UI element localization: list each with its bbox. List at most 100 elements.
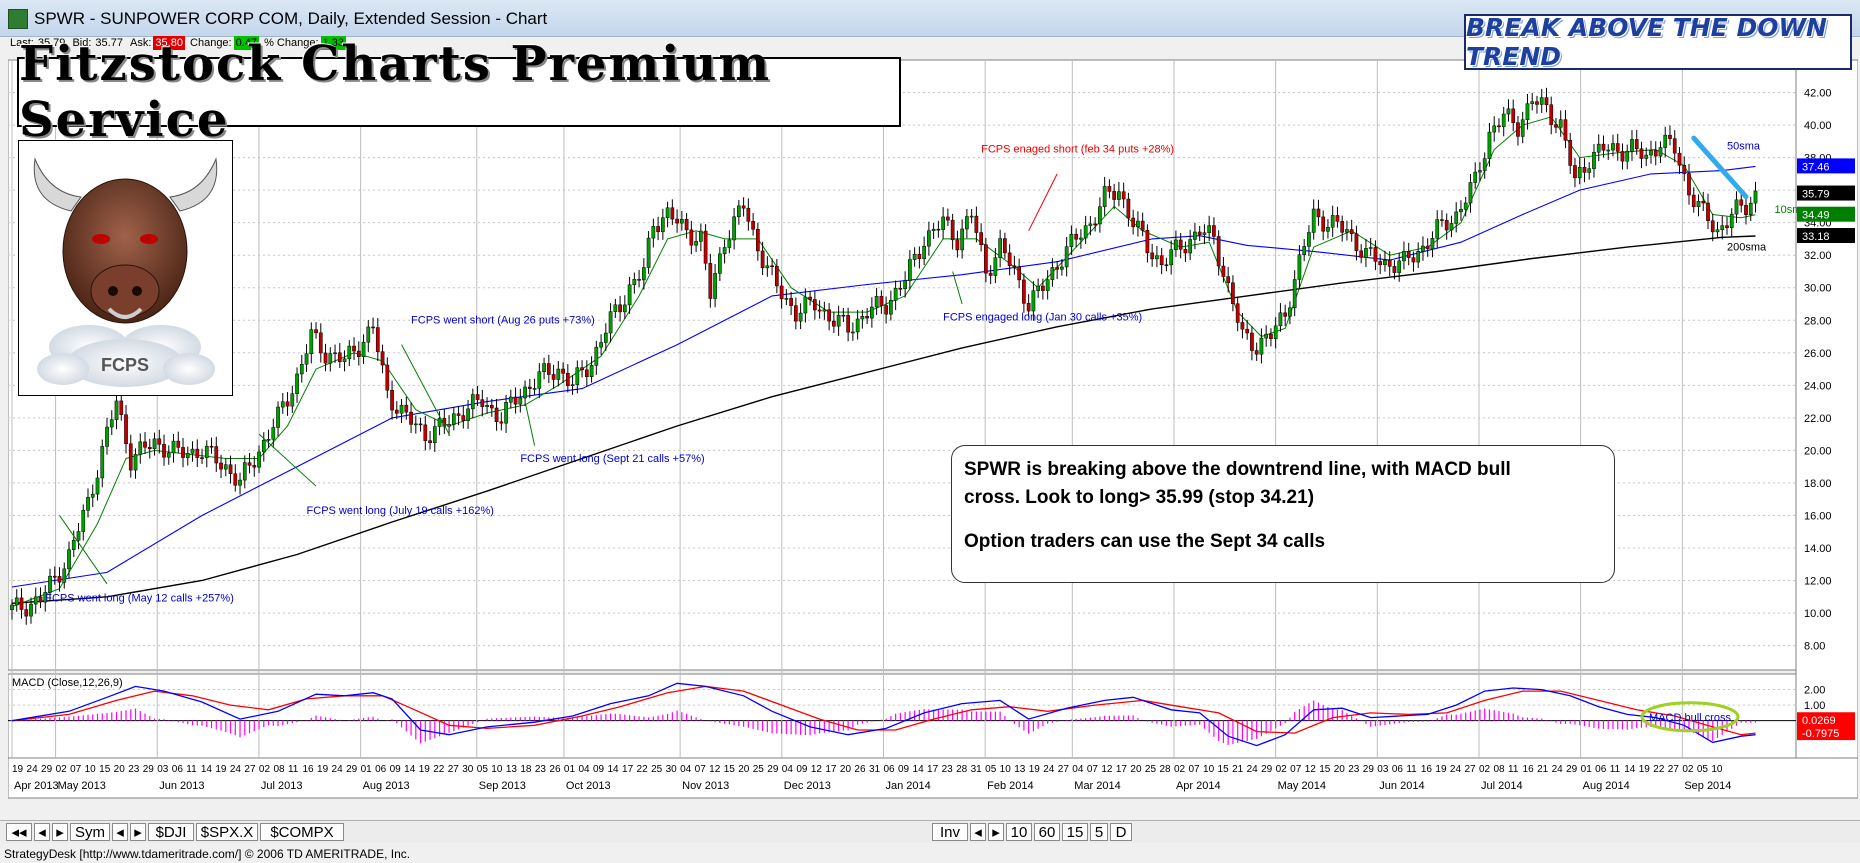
price-chart-svg[interactable]: 8.00 10.00 12.00 14.00 16.00 18.00 20.00 22.00 2… xyxy=(8,52,1858,802)
candle-body xyxy=(1682,165,1687,174)
candle-body xyxy=(280,401,285,408)
day-tick-label: 06 xyxy=(1595,764,1607,775)
candle-body xyxy=(81,510,86,532)
candle-body xyxy=(608,311,613,334)
day-tick-label: 12 xyxy=(1305,764,1317,775)
candle-body xyxy=(451,413,456,425)
candle-body xyxy=(960,228,964,251)
candle-body xyxy=(1625,151,1630,162)
annotation-label: FCPS engaged long (Jan 30 calls +35%) xyxy=(943,311,1142,323)
day-tick-label: 15 xyxy=(724,764,736,775)
candle-body xyxy=(1102,186,1107,207)
candle-body xyxy=(1235,303,1240,323)
chart-app-icon xyxy=(8,9,28,29)
candle-body xyxy=(404,404,409,413)
candle-body xyxy=(200,457,204,459)
candle-body xyxy=(86,497,90,511)
interval-15[interactable]: 15 xyxy=(1062,823,1088,841)
candle-body xyxy=(679,218,684,224)
candle-body xyxy=(969,215,974,218)
candle-body xyxy=(998,238,1002,258)
candle-body xyxy=(665,207,670,218)
fitzstock-logo: Fitzstock Charts Premium Service xyxy=(17,36,901,148)
candle-body xyxy=(803,296,808,314)
day-tick-label: 25 xyxy=(651,764,663,775)
ask-label: Ask: xyxy=(130,37,152,49)
bid-value: 35.77 xyxy=(95,37,123,49)
candle-body xyxy=(1687,173,1691,196)
price-tick-label: 22.00 xyxy=(1804,413,1832,425)
candle-body xyxy=(223,464,228,470)
interval-10[interactable]: 10 xyxy=(1006,823,1032,841)
chart-area[interactable]: 8.00 10.00 12.00 14.00 16.00 18.00 20.00 22.00 2… xyxy=(8,52,1858,802)
bottom-toolbar: ◂◂ ◂ ▸ Sym ◂ ▸ $DJI $SPX.X $COMPX Inv ◂ … xyxy=(0,820,1860,843)
scroll-first-button[interactable]: ◂◂ xyxy=(6,823,32,841)
scroll-right-button[interactable]: ▸ xyxy=(52,823,68,841)
price-tick-label: 42.00 xyxy=(1804,88,1832,100)
candle-body xyxy=(1055,267,1059,270)
month-label: May 2014 xyxy=(1278,780,1326,792)
symbol-tab-compx[interactable]: $COMPX xyxy=(260,823,344,841)
candle-body xyxy=(1288,307,1292,317)
candle-body xyxy=(271,427,276,440)
candle-body xyxy=(1117,191,1121,200)
candle-body xyxy=(836,314,841,327)
candle-body xyxy=(266,439,271,441)
day-tick-label: 13 xyxy=(506,764,518,775)
annotation-label: FCPS went long (Sept 21 calls +57%) xyxy=(520,453,704,465)
candle-body xyxy=(318,332,323,354)
day-tick-label: 29 xyxy=(767,764,779,775)
day-tick-label: 14 xyxy=(913,764,925,775)
scroll-left-button[interactable]: ◂ xyxy=(34,823,50,841)
candle-body xyxy=(1345,229,1349,233)
candle-body xyxy=(974,215,979,233)
sym-button[interactable]: Sym xyxy=(70,823,110,841)
candle-body xyxy=(252,465,257,468)
candle-body xyxy=(147,447,152,450)
candle-body xyxy=(413,423,418,426)
day-tick-label: 29 xyxy=(1363,764,1375,775)
inv-next-button[interactable]: ▸ xyxy=(988,823,1004,841)
day-tick-label: 08 xyxy=(273,764,285,775)
candle-body xyxy=(337,352,342,362)
candle-body xyxy=(603,332,608,343)
candle-body xyxy=(124,414,128,445)
candle-body xyxy=(238,479,242,486)
candle-body xyxy=(399,404,404,414)
candle-body xyxy=(1644,154,1649,159)
candle-body xyxy=(1150,252,1155,260)
macd-panel xyxy=(8,673,1797,759)
candle-body xyxy=(841,314,846,317)
candle-body xyxy=(1349,229,1354,235)
candle-body xyxy=(1292,279,1297,309)
symbol-tab-spx[interactable]: $SPX.X xyxy=(196,823,258,841)
sym-prev-button[interactable]: ◂ xyxy=(112,823,128,841)
candle-body xyxy=(760,250,765,269)
inv-prev-button[interactable]: ◂ xyxy=(970,823,986,841)
candle-body xyxy=(390,389,394,411)
annotation-pointer xyxy=(1028,173,1058,232)
macd-value-label-box xyxy=(1797,712,1855,728)
day-tick-label: 08 xyxy=(1494,764,1506,775)
interval-daily[interactable]: D xyxy=(1110,823,1132,841)
candle-body xyxy=(1715,229,1720,233)
candle-body xyxy=(1074,233,1079,240)
day-tick-label: 01 xyxy=(564,764,576,775)
interval-5[interactable]: 5 xyxy=(1090,823,1108,841)
symbol-tab-dji[interactable]: $DJI xyxy=(148,823,194,841)
price-tick-label: 30.00 xyxy=(1804,283,1832,295)
candle-body xyxy=(1022,279,1026,304)
candle-body xyxy=(765,265,770,269)
candle-body xyxy=(323,352,328,364)
candle-body xyxy=(428,440,432,444)
candle-body xyxy=(385,364,390,391)
candle-body xyxy=(204,445,209,458)
interval-60[interactable]: 60 xyxy=(1034,823,1060,841)
inv-button[interactable]: Inv xyxy=(932,823,968,841)
candle-body xyxy=(143,441,147,448)
candle-body xyxy=(1411,257,1416,263)
day-tick-label: 11 xyxy=(1508,764,1519,775)
candle-body xyxy=(689,229,694,246)
candle-body xyxy=(1397,260,1402,273)
sym-next-button[interactable]: ▸ xyxy=(130,823,146,841)
